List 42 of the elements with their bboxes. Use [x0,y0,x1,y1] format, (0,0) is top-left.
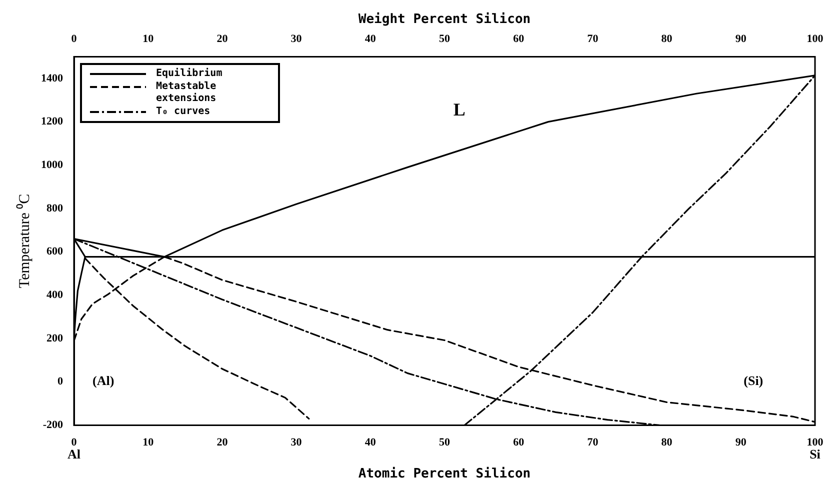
x-tick-label: 60 [513,33,525,46]
x-tick-label: 0 [71,33,78,46]
y-tick-label: 600 [46,246,64,258]
x2-tick-label: 80 [661,436,673,449]
x-tick-label: 50 [439,33,450,46]
x2-tick-label: 100 [806,436,824,449]
x-axis-title: Atomic Percent Silicon [358,466,531,482]
x-tick-label: 10 [142,33,154,46]
y-tick-label: 0 [58,376,64,388]
y-tick-label: 400 [46,289,64,302]
annotation: (Al) [92,373,114,388]
x2-tick-label: 50 [439,436,450,449]
x2-tick-label: 40 [364,436,376,449]
x-tick-label: 30 [290,33,302,46]
x-tick-label: 70 [587,33,599,46]
y-tick-label: 800 [46,202,64,214]
y-tick-label: 1400 [41,72,64,84]
x2-tick-label: 0 [71,436,78,449]
legend-label: Equilibrium [156,68,222,80]
legend-label: T₀ curves [156,106,210,118]
x2-tick-label: 70 [587,436,599,449]
x-tick-label: 90 [735,33,747,46]
text: Si [810,446,821,462]
y-tick-label: 200 [46,332,64,344]
x2-tick-label: 10 [142,436,154,449]
legend-label: Metastable extensions [156,80,218,105]
x2-axis-title: Weight Percent Silicon [358,12,531,28]
x2-tick-label: 20 [216,436,228,449]
x2-tick-label: 90 [735,436,747,449]
y-tick-label: 1000 [41,158,64,171]
y-tick-label: 1200 [41,116,64,128]
y-tick-label: -200 [42,419,64,432]
text: Al [68,446,81,462]
annotation: L [453,100,466,120]
x2-tick-label: 60 [513,436,525,449]
y-axis-title: Temperature ⁰C [16,194,33,288]
x-tick-label: 40 [364,33,376,46]
annotation: (Si) [744,373,764,388]
x-tick-label: 100 [806,33,824,46]
x-tick-label: 20 [216,33,228,46]
x-tick-label: 80 [661,33,673,46]
x2-tick-label: 30 [290,436,302,449]
